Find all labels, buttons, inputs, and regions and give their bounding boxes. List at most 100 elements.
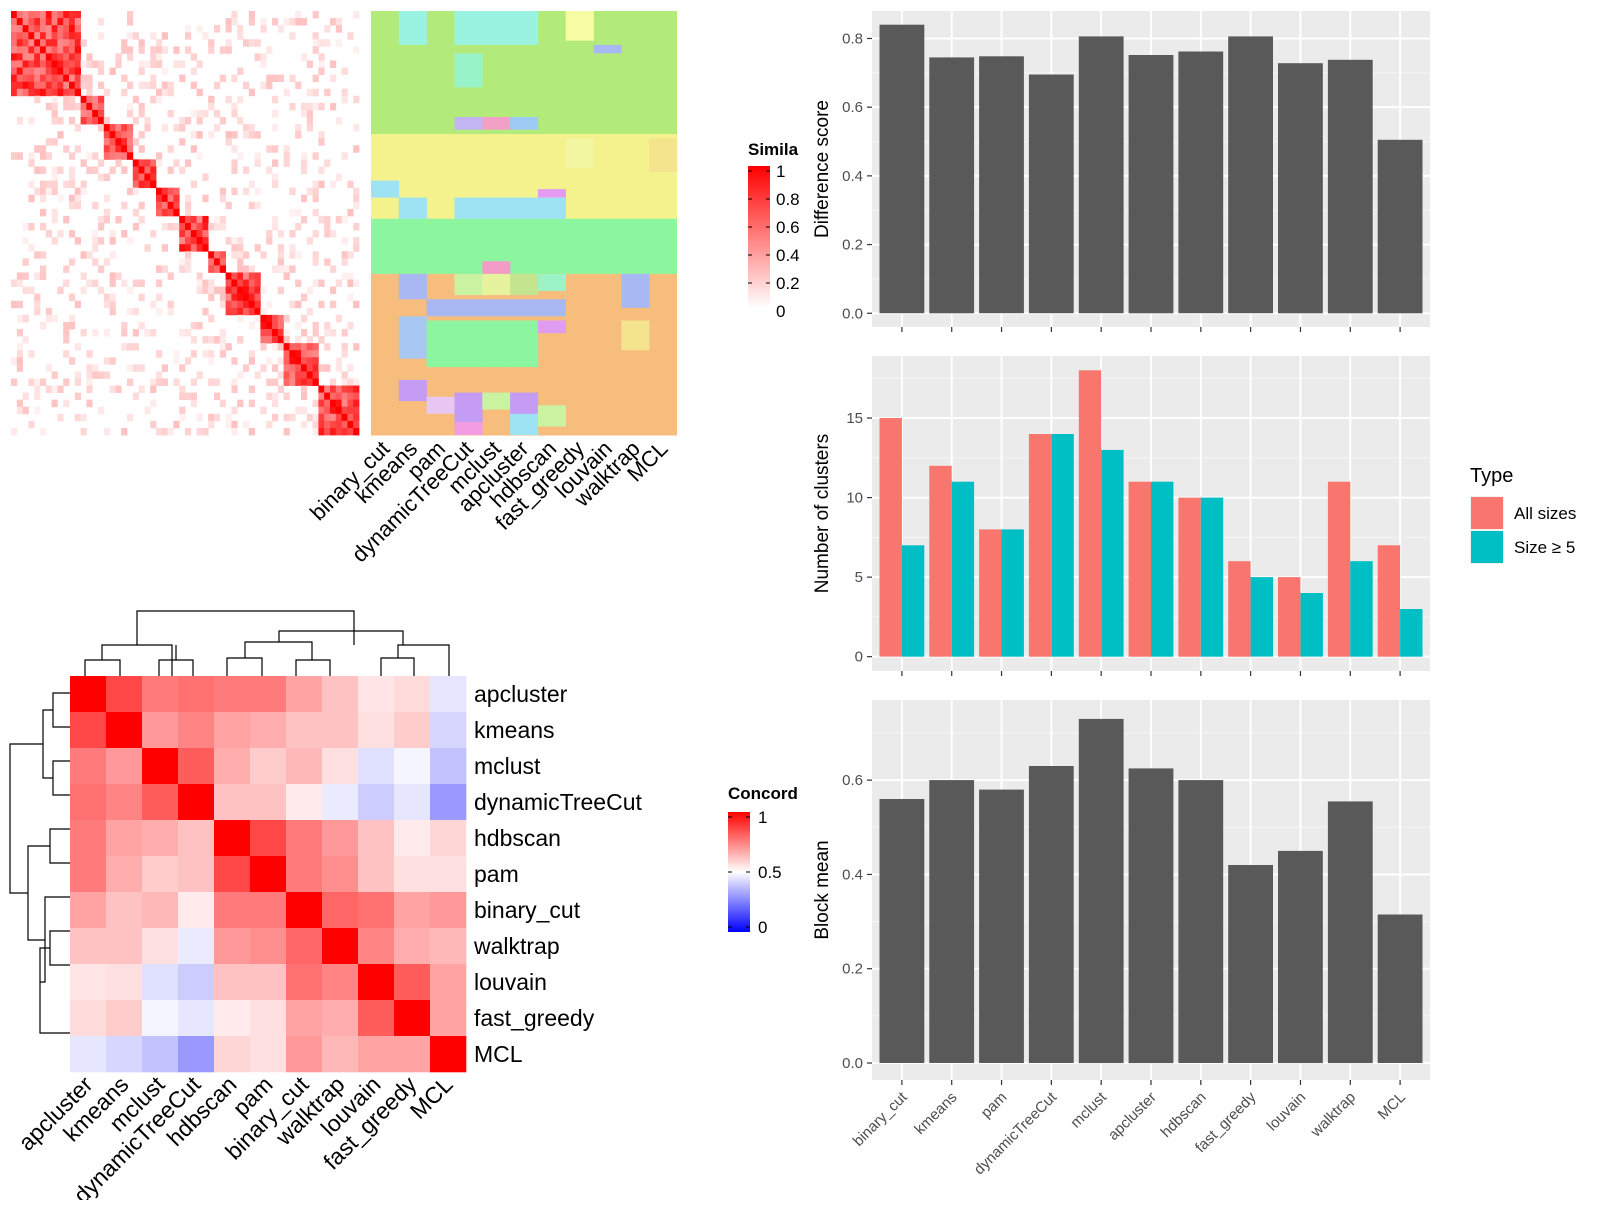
similarity-cell — [103, 300, 110, 309]
similarity-cell — [74, 88, 81, 97]
similarity-cell — [185, 329, 192, 337]
bar — [1028, 74, 1074, 314]
similarity-cell — [138, 166, 145, 174]
similarity-cell — [34, 307, 41, 316]
similarity-cell — [161, 32, 168, 40]
similarity-cell — [22, 88, 29, 97]
similarity-cell — [127, 152, 134, 160]
similarity-cell — [353, 385, 360, 393]
similarity-cell — [237, 67, 244, 75]
similarity-cell — [225, 413, 232, 422]
similarity-cell — [34, 251, 41, 259]
similarity-cell — [11, 46, 18, 54]
similarity-cell — [295, 81, 302, 90]
similarity-cell — [341, 237, 348, 245]
similarity-cell — [16, 350, 23, 358]
concordance-cell — [142, 964, 179, 1001]
similarity-cell — [40, 272, 47, 280]
similarity-cell — [237, 95, 244, 104]
similarity-cell — [190, 336, 197, 344]
similarity-cell — [306, 124, 313, 132]
similarity-cell — [63, 11, 70, 19]
similarity-cell — [248, 350, 255, 358]
similarity-cell — [138, 215, 145, 224]
concordance-cell — [430, 928, 467, 965]
similarity-cell — [219, 350, 226, 358]
similarity-cell — [173, 208, 180, 217]
similarity-cell — [156, 201, 163, 210]
similarity-cell — [173, 201, 180, 210]
bar-size-ge-5 — [1200, 497, 1224, 657]
similarity-cell — [150, 329, 157, 337]
similarity-cell — [185, 25, 192, 33]
similarity-cell — [74, 102, 81, 111]
similarity-cell — [312, 357, 319, 365]
similarity-cell — [231, 427, 238, 436]
similarity-cell — [324, 392, 331, 401]
similarity-cell — [272, 173, 279, 181]
bar — [1228, 865, 1273, 1063]
concordance-cell — [142, 1036, 179, 1073]
similarity-cell — [109, 279, 116, 287]
similarity-cell — [103, 427, 110, 436]
similarity-cell — [161, 208, 168, 217]
similarity-cell — [150, 32, 157, 40]
annotation-patch — [537, 299, 566, 317]
similarity-cell — [306, 371, 313, 379]
similarity-cell — [109, 67, 116, 75]
similarity-cell — [202, 215, 209, 224]
annotation-patch — [371, 180, 400, 198]
similarity-cell — [306, 237, 313, 245]
similarity-cell — [45, 307, 52, 316]
similarity-cell — [219, 46, 226, 54]
similarity-cell — [51, 109, 58, 118]
similarity-cell — [11, 378, 18, 386]
concordance-cell — [250, 928, 287, 965]
similarity-cell — [295, 406, 302, 415]
similarity-legend-tick: 0.4 — [776, 246, 800, 265]
concordance-cell — [178, 964, 215, 1001]
similarity-cell — [22, 67, 29, 75]
similarity-cell — [335, 25, 342, 33]
concordance-cell — [178, 676, 215, 713]
similarity-cell — [45, 11, 52, 19]
concordance-cell — [394, 928, 431, 965]
similarity-cell — [231, 300, 238, 309]
similarity-cell — [57, 39, 64, 47]
similarity-cell — [40, 145, 47, 153]
similarity-cell — [86, 109, 93, 118]
similarity-cell — [347, 364, 354, 372]
similarity-cell — [34, 187, 41, 196]
similarity-cell — [335, 420, 342, 429]
similarity-cell — [330, 286, 337, 295]
similarity-cell — [318, 385, 325, 393]
similarity-cell — [132, 173, 139, 181]
similarity-cell — [115, 272, 122, 280]
similarity-cell — [34, 74, 41, 83]
concordance-cell — [142, 784, 179, 821]
similarity-cell — [214, 25, 221, 33]
concordance-cell — [430, 1036, 467, 1073]
concordance-cell — [322, 1000, 359, 1037]
similarity-cell — [341, 371, 348, 379]
similarity-cell — [173, 187, 180, 196]
similarity-cell — [248, 88, 255, 97]
similarity-cell — [185, 244, 192, 252]
similarity-cell — [272, 124, 279, 132]
similarity-cell — [301, 18, 308, 26]
similarity-cell — [22, 392, 29, 401]
bar-size-ge-5 — [951, 481, 975, 657]
similarity-cell — [248, 39, 255, 47]
similarity-cell — [312, 208, 319, 217]
similarity-cell — [63, 399, 70, 408]
similarity-cell — [115, 53, 122, 61]
x-tick-label: MCL — [1375, 1089, 1409, 1123]
bar — [879, 799, 925, 1063]
similarity-cell — [57, 74, 64, 83]
similarity-cell — [121, 145, 128, 153]
similarity-cell — [16, 60, 23, 68]
concordance-cell — [322, 892, 359, 929]
concordance-cell — [286, 712, 323, 749]
similarity-cell — [45, 81, 52, 90]
similarity-cell — [98, 173, 105, 181]
